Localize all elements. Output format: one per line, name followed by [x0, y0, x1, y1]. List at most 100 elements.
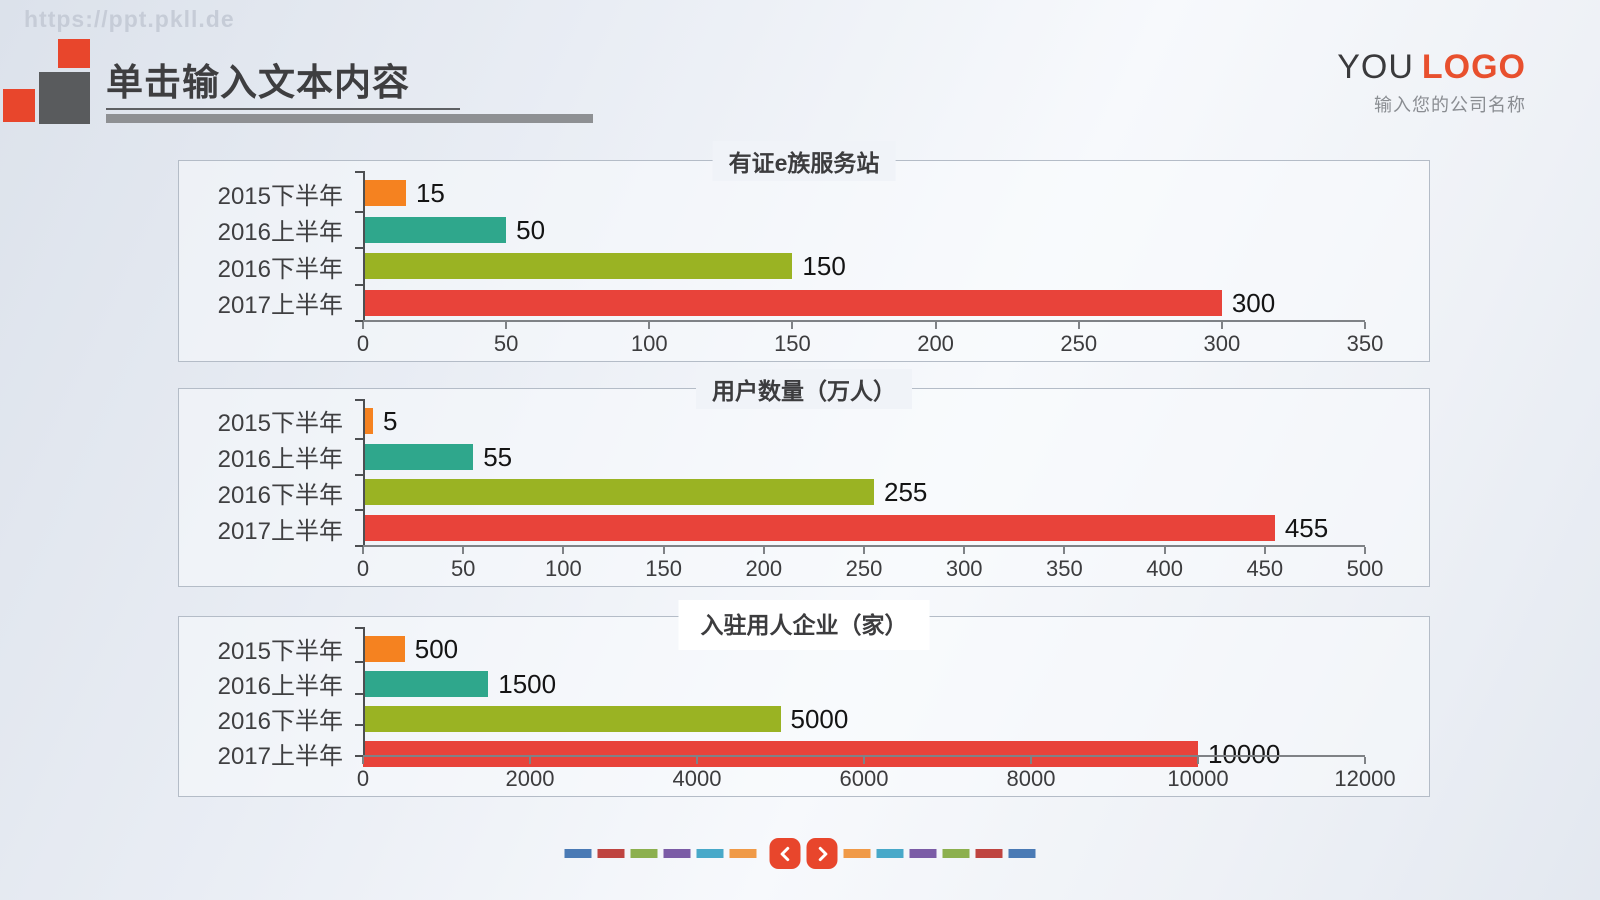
category-label: 2016上半年	[217, 219, 343, 247]
bar	[363, 670, 489, 697]
x-tick-label: 4000	[672, 766, 722, 791]
title-underline-thin	[106, 108, 460, 110]
category-label: 2016上半年	[217, 673, 343, 700]
x-tick-label: 300	[1203, 331, 1241, 356]
x-axis-line	[363, 755, 1365, 757]
category-label: 2015下半年	[217, 410, 343, 438]
bar-value-label: 15	[415, 178, 445, 209]
chart-rows: 2015下半年 5 2016上半年 55 2016下半年 255 2017上半年 455	[179, 403, 1365, 546]
nav-dash	[630, 849, 658, 858]
bar-value-label: 10000	[1208, 738, 1281, 769]
nav-dash	[909, 849, 937, 858]
x-axis-tick	[562, 547, 565, 554]
nav-dash	[729, 849, 757, 858]
nav-dash	[696, 849, 724, 858]
x-axis-tick	[963, 547, 966, 554]
category-label: 2016下半年	[217, 708, 343, 735]
logo-accent: LOGO	[1421, 48, 1526, 86]
y-axis-tick	[355, 437, 363, 440]
y-axis-tick	[355, 171, 363, 173]
x-tick-label: 450	[1246, 556, 1284, 581]
x-axis-line	[363, 545, 1365, 547]
x-tick-label: 50	[450, 556, 476, 581]
prev-button[interactable]	[769, 838, 801, 869]
logo-text: YOU LOGO	[1337, 48, 1526, 87]
bar-track: 1500	[363, 666, 1365, 701]
x-tick-label: 100	[630, 331, 668, 356]
logo-primary: YOU	[1337, 48, 1414, 86]
y-axis-tick	[355, 509, 363, 512]
nav-dashes-right	[841, 849, 1039, 858]
x-tick-label: 200	[917, 331, 954, 356]
chart-title: 入驻用人企业（家）	[678, 600, 930, 650]
x-tick-label: 500	[1346, 556, 1384, 581]
x-axis-tick	[1220, 322, 1223, 329]
chart-row: 2017上半年 455	[179, 510, 1365, 546]
chart-plot-area: 2015下半年 500 2016上半年 1500 2016下半年 5000 2017上半年 1…	[179, 627, 1396, 791]
category-label: 2017上半年	[217, 517, 343, 545]
decor-square-orange-left	[3, 89, 35, 122]
slide-nav	[562, 838, 1039, 869]
y-axis-line	[363, 627, 365, 756]
x-tick-label: 0	[356, 331, 370, 356]
x-axis-tick	[529, 757, 531, 764]
x-axis-tick	[1364, 757, 1366, 764]
x-tick-label: 300	[945, 556, 983, 581]
y-axis-line	[363, 171, 365, 321]
chart-row: 2016下半年 255	[179, 475, 1365, 511]
category-label: 2017上半年	[217, 292, 343, 320]
next-button[interactable]	[806, 838, 838, 869]
bar-value-label: 455	[1284, 513, 1329, 544]
x-tick-label: 100	[545, 556, 582, 581]
x-axis-tick	[863, 547, 865, 554]
chevron-right-icon	[813, 845, 831, 863]
chart-row: 2015下半年 500	[179, 631, 1365, 666]
chart-rows: 2015下半年 500 2016上半年 1500 2016下半年 5000 2017上半年 1…	[179, 631, 1365, 770]
chart-row: 2016上半年 50	[179, 212, 1365, 249]
bar-value-label: 5	[383, 405, 398, 436]
chart-user-count: 用户数量（万人） 2015下半年 5 2016上半年 55 2016下半年 255 2017上…	[178, 369, 1430, 587]
y-axis-tick	[355, 320, 363, 322]
bar	[363, 216, 507, 243]
bar	[363, 253, 793, 280]
x-axis-tick	[762, 547, 765, 554]
chart-row: 2017上半年 300	[179, 285, 1365, 322]
bar-track: 5000	[363, 701, 1365, 736]
logo-subtitle: 输入您的公司名称	[1374, 95, 1526, 115]
nav-dash	[975, 849, 1003, 858]
x-tick-label: 0	[356, 766, 370, 791]
bar	[363, 407, 374, 434]
chart-row: 2015下半年 15	[179, 175, 1365, 212]
chart-plot-area: 2015下半年 5 2016上半年 55 2016下半年 255 2017上半年 455 0 50…	[179, 399, 1383, 581]
y-axis-tick	[355, 283, 363, 286]
bar	[363, 289, 1222, 316]
category-label: 2016下半年	[217, 255, 343, 283]
x-axis-tick	[1197, 757, 1199, 764]
x-tick-label: 200	[745, 556, 783, 581]
bar-value-label: 150	[802, 251, 846, 282]
page-title: 单击输入文本内容	[106, 62, 410, 103]
bar-track: 300	[363, 285, 1365, 322]
y-axis-tick	[355, 723, 363, 726]
x-tick-label: 2000	[505, 766, 555, 791]
chart-row: 2016下半年 150	[179, 248, 1365, 285]
nav-dash	[564, 849, 592, 858]
chart-row: 2015下半年 5	[179, 403, 1365, 439]
chart-row: 2016上半年 55	[179, 439, 1365, 475]
nav-dash	[876, 849, 904, 858]
y-axis-tick	[355, 545, 363, 547]
logo-block: YOU LOGO 输入您的公司名称	[1337, 48, 1526, 117]
x-tick-label: 250	[845, 556, 883, 581]
bar-track: 15	[363, 175, 1365, 212]
bar	[363, 740, 1198, 767]
x-axis-tick	[648, 322, 651, 329]
x-axis-tick	[1029, 757, 1032, 764]
bar-value-label: 255	[884, 477, 928, 508]
category-label: 2016上半年	[217, 446, 343, 474]
x-axis-tick	[362, 757, 364, 764]
x-axis-tick	[362, 547, 364, 554]
bar	[363, 180, 406, 207]
x-axis-tick	[505, 322, 508, 329]
y-axis-tick	[355, 692, 363, 695]
x-axis-tick	[934, 322, 937, 329]
